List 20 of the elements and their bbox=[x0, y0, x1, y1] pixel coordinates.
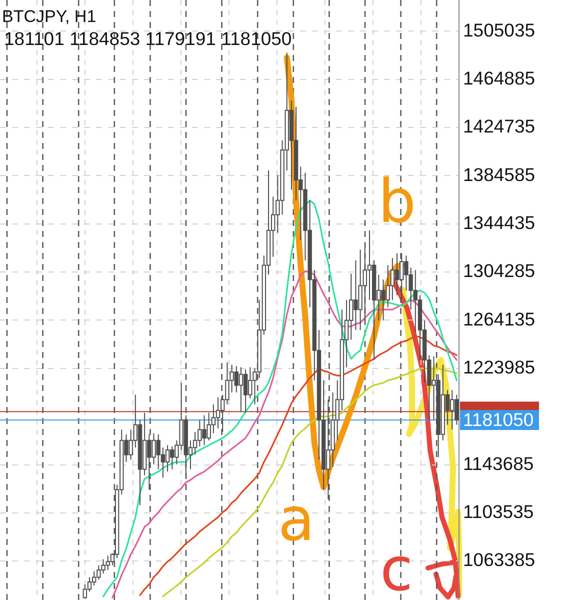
candlestick bbox=[238, 366, 244, 412]
y-tick-label: 1223985 bbox=[463, 356, 536, 378]
y-tick-label: 1384585 bbox=[463, 164, 536, 185]
annotation: a bbox=[278, 485, 315, 555]
candlestick bbox=[394, 252, 400, 296]
annotation: c bbox=[380, 535, 413, 600]
ref-line-label: 1181050 bbox=[463, 409, 534, 430]
y-tick-label: 1424735 bbox=[463, 116, 536, 137]
annotation: b bbox=[378, 167, 416, 237]
y-tick-label: 1103535 bbox=[463, 501, 534, 522]
y-tick-label: 1464885 bbox=[463, 67, 536, 88]
y-tick-label: 1304285 bbox=[463, 260, 536, 282]
y-tick-label: 1505035 bbox=[463, 19, 536, 40]
candlestick bbox=[216, 396, 220, 429]
y-tick-label: 1264135 bbox=[463, 308, 536, 330]
y-tick-label: 1143685 bbox=[463, 452, 534, 474]
chart-title: BTCJPY, H1 bbox=[2, 7, 96, 27]
y-tick-label: 1344435 bbox=[463, 212, 536, 233]
text: 181101 1184853 1179191 1181050 bbox=[4, 28, 292, 49]
y-tick-label: 1063385 bbox=[463, 549, 536, 570]
